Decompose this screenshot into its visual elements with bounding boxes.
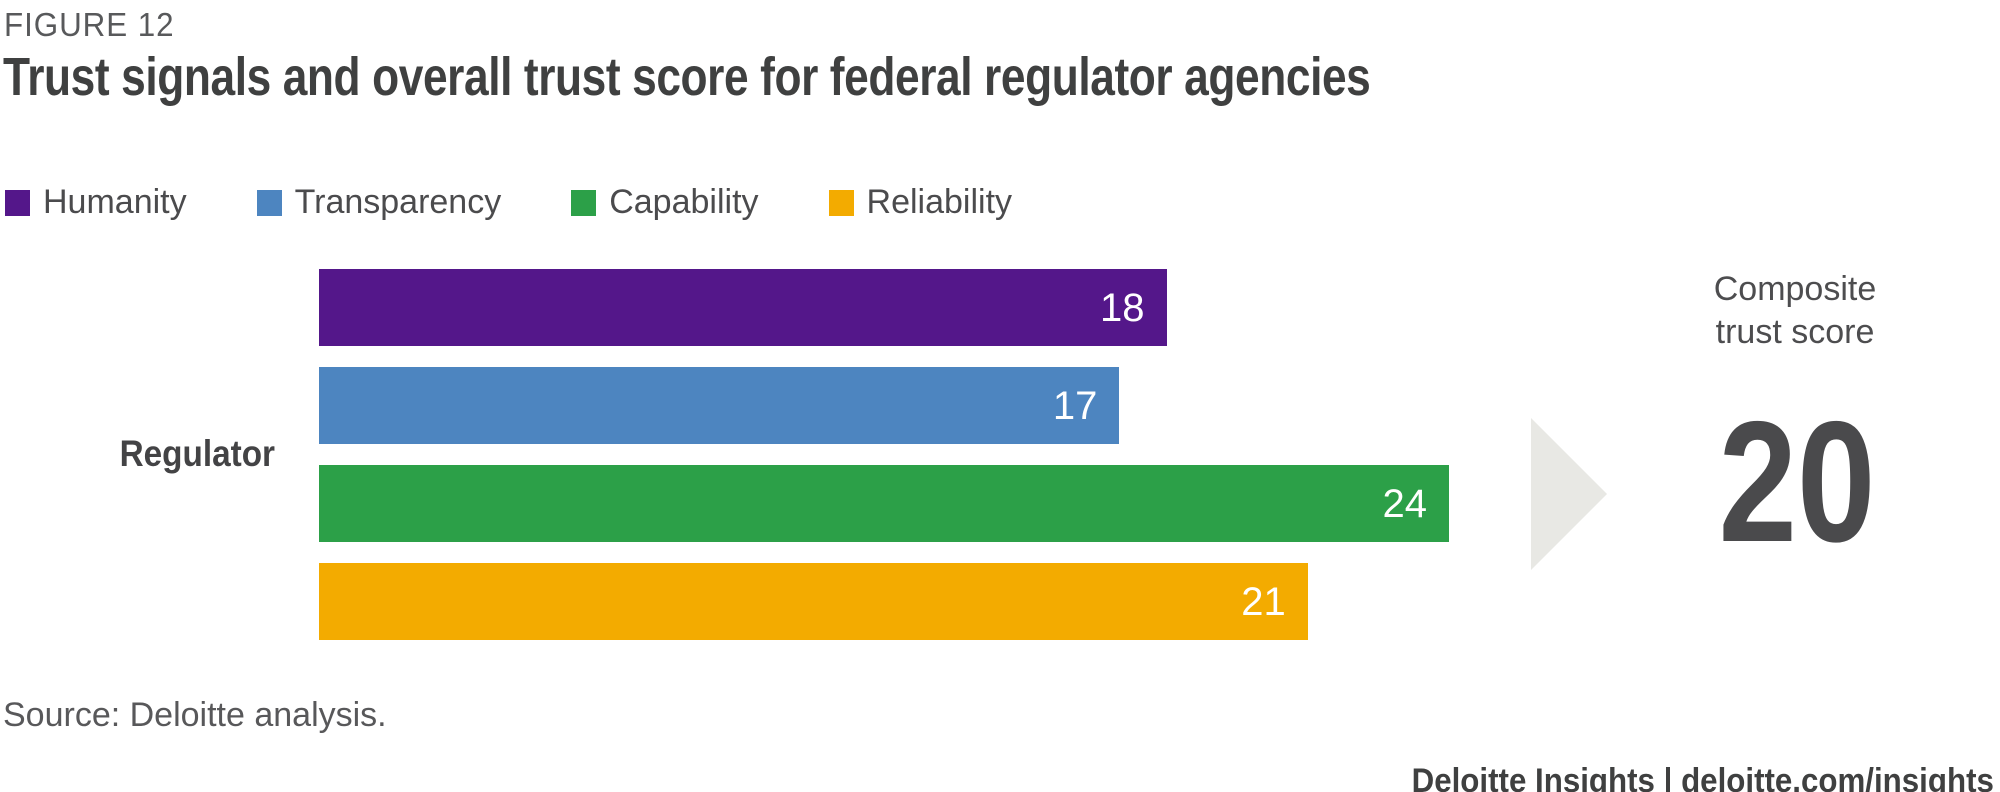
- legend-item-capability: Capability: [571, 183, 759, 222]
- figure-label: FIGURE 12: [4, 6, 175, 43]
- bar-value-label: 24: [1382, 481, 1428, 526]
- composite-score-label: Composite trust score: [1620, 268, 1970, 354]
- bar-reliability: 21: [319, 563, 1308, 640]
- axis-group-label: Regulator: [119, 433, 276, 474]
- composite-score-value: 20: [1718, 386, 1876, 578]
- legend-label: Reliability: [866, 183, 1013, 221]
- legend-item-humanity: Humanity: [5, 183, 187, 222]
- bar-transparency: 17: [319, 367, 1120, 444]
- legend-item-transparency: Transparency: [256, 183, 502, 222]
- bar-value-label: 18: [1100, 285, 1145, 330]
- chart-title: Trust signals and overall trust score fo…: [3, 47, 1371, 107]
- footer-brand: Deloitte Insights | deloitte.com/insight…: [1411, 762, 1994, 792]
- capability-swatch-icon: [571, 189, 597, 216]
- bar-value-label: 21: [1241, 579, 1286, 624]
- bar-humanity: 18: [319, 269, 1167, 346]
- legend: Humanity Transparency Capability Reliabi…: [5, 183, 1012, 222]
- arrow-right-icon: [1531, 418, 1607, 570]
- legend-item-reliability: Reliability: [828, 183, 1013, 222]
- bar-value-label: 17: [1052, 383, 1098, 428]
- legend-label: Humanity: [43, 183, 187, 221]
- legend-label: Capability: [609, 183, 759, 221]
- composite-label-line2: trust score: [1715, 313, 1875, 351]
- humanity-swatch-icon: [5, 189, 30, 216]
- legend-label: Transparency: [294, 183, 502, 221]
- transparency-swatch-icon: [256, 189, 282, 216]
- composite-label-line1: Composite: [1713, 270, 1877, 308]
- bar-chart: 18 17 24 21: [319, 269, 1449, 640]
- source-note: Source: Deloitte analysis.: [3, 696, 387, 734]
- bar-capability: 24: [319, 465, 1449, 542]
- reliability-swatch-icon: [828, 189, 854, 216]
